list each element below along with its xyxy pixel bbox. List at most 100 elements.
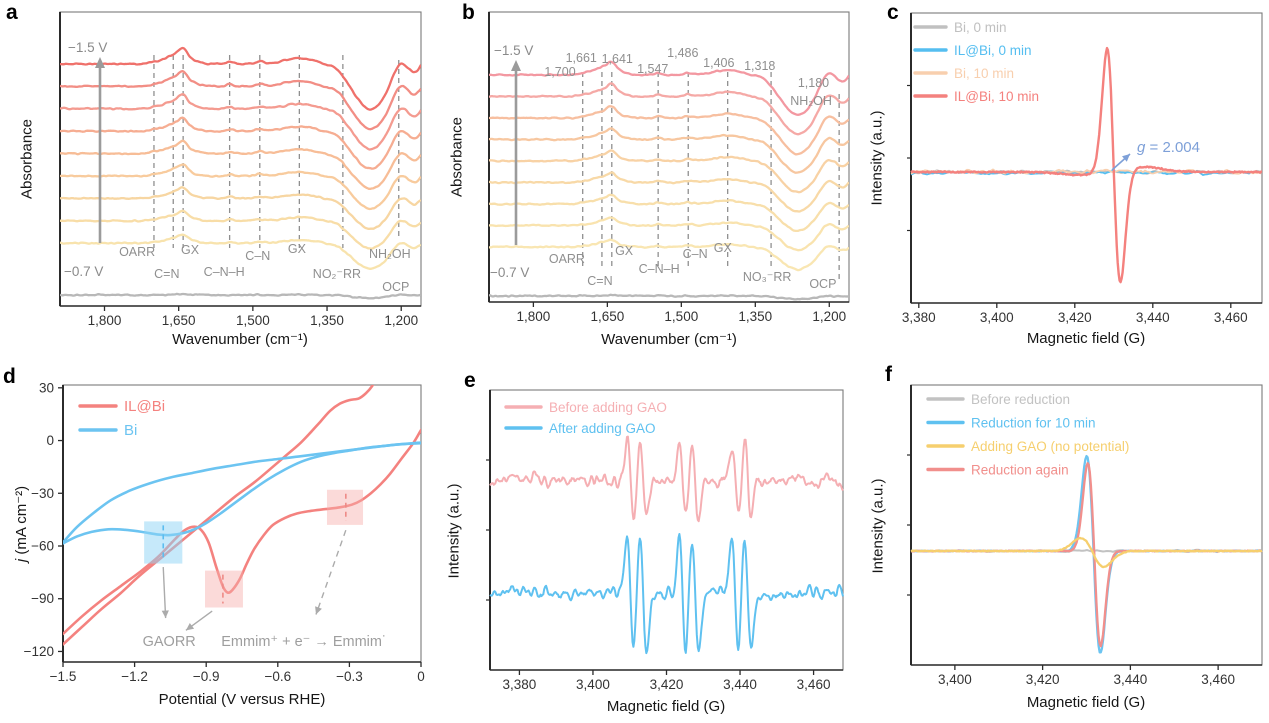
x-tick-label: 3,440 <box>1136 310 1170 325</box>
x-tick-label: 3,440 <box>723 677 757 692</box>
panel-letter: d <box>3 365 16 388</box>
annotation-arrow-head <box>161 610 169 619</box>
panel-letter: a <box>6 1 18 24</box>
band-label: GX <box>615 244 634 258</box>
series-IL@Bi anodic <box>63 385 375 646</box>
plot-frame <box>489 389 844 671</box>
y-title-text: Intensity (a.u.) <box>445 483 463 579</box>
panel-b: 1,800 1,650 1,500 1,350 1,200 OARR C=N GX C–N–H C… <box>430 0 860 340</box>
x-axis-title-d: Potential (V versus RHE) <box>158 691 326 708</box>
spectrum-−0.7 V <box>489 238 849 272</box>
x-tick-label: 1,200 <box>384 313 418 328</box>
band-label: C–N–H <box>204 265 245 279</box>
y-title-text: Absorbance <box>18 118 36 200</box>
spectrum-−0.9 V <box>60 186 421 231</box>
potential-top-label: −1.5 V <box>68 40 107 55</box>
spectrum-−0.8 V <box>489 216 849 252</box>
legend-label: Bi, 10 min <box>954 66 1014 81</box>
x-tick-label: 1,500 <box>236 313 270 328</box>
panel-e: 3,380 3,400 3,420 3,440 3,460 Before adding G… <box>430 363 860 723</box>
panel-letter: f <box>885 363 892 386</box>
signal-series <box>910 46 1263 284</box>
x-tick-label: 3,420 <box>650 677 684 692</box>
legend-label: Before adding GAO <box>549 400 667 415</box>
band-label: OCP <box>382 280 409 294</box>
x-axis-title-c: Magnetic field (G) <box>1026 330 1146 347</box>
x-tick-label: 3,400 <box>576 677 610 692</box>
x-tick-label: 3,460 <box>1201 672 1235 687</box>
plot-e: 3,380 3,400 3,420 3,440 3,460 Before adding G… <box>486 389 844 692</box>
x-tick-label: 0 <box>417 669 425 684</box>
potential-top-label: −1.5 V <box>494 43 533 58</box>
panel-d: −1.5 −1.2 −0.9 −0.6 −0.3 0 30 0 −30 −60 −90 −120 GAO… <box>0 363 430 723</box>
spectra <box>489 60 849 301</box>
spectra <box>60 46 421 300</box>
x-tick-label: 1,650 <box>590 309 624 324</box>
plot-d: −1.5 −1.2 −0.9 −0.6 −0.3 0 30 0 −30 −60 −90 −120 GAO… <box>24 380 425 684</box>
spectrum-−1.0 V <box>60 163 421 211</box>
x-tick-label: 1,350 <box>738 309 772 324</box>
x-tick-label: 3,440 <box>1113 672 1147 687</box>
x-tick-label: 3,380 <box>902 310 936 325</box>
spectrum-−1.1 V <box>489 149 849 194</box>
x-tick-label: 3,460 <box>1214 310 1248 325</box>
x-tick-label: 3,420 <box>1026 672 1060 687</box>
y-title-text: Intensity (a.u.) <box>868 110 886 206</box>
spectrum-−1.1 V <box>60 139 421 190</box>
y-axis-title-e: Intensity (a.u.) <box>446 483 463 578</box>
x-tick-label: 3,460 <box>797 677 831 692</box>
band-label: NO₂⁻RR <box>313 267 361 281</box>
potential-arrow-head <box>95 57 105 68</box>
spectrum-−1.3 V <box>60 93 421 151</box>
band-label: GX <box>714 241 733 255</box>
peak-label: 1,180 <box>798 76 829 90</box>
potential-arrow-head <box>511 60 521 71</box>
spectrum-−1.2 V <box>489 127 849 174</box>
y-tick-label: −30 <box>31 486 54 501</box>
legend-label: Reduction again <box>971 462 1069 477</box>
epr-trace <box>489 533 844 655</box>
legend-label: Reduction for 10 min <box>971 415 1096 430</box>
panel-letter: c <box>887 1 899 24</box>
spectrum-−0.9 V <box>489 193 849 233</box>
band-label: C=N <box>587 274 612 288</box>
x-tick-label: −0.6 <box>264 669 291 684</box>
plot-frame <box>59 11 422 307</box>
y-axis-title-d: j (mA cm⁻²) <box>12 486 30 562</box>
peak-label: 1,661 <box>566 51 597 65</box>
spectrum-−1.4 V <box>60 70 421 131</box>
band-label: OARR <box>549 252 585 266</box>
annotation-text: Emmim⁺ + e⁻ → Emmim˙ <box>221 634 387 650</box>
spectrum-OCP <box>489 293 849 301</box>
signal-Reduction for 10 min <box>910 454 1263 654</box>
spectrum-−1.0 V <box>489 171 849 213</box>
band-label: OCP <box>809 277 836 291</box>
y-title-text: Absorbance <box>448 116 466 198</box>
x-tick-label: −1.2 <box>121 669 148 684</box>
band-label: C–N–H <box>639 262 680 276</box>
highlight-box <box>205 570 243 608</box>
x-axis-title-a: Wavenumber (cm⁻¹) <box>172 331 308 348</box>
series-Bi anodic <box>63 441 421 545</box>
band-label: GX <box>288 242 307 256</box>
x-axis-title-f: Magnetic field (G) <box>1026 694 1146 711</box>
y-tick-label: −120 <box>24 644 54 659</box>
plot-f: 3,400 3,420 3,440 3,460 Before reduction Redu… <box>907 384 1263 687</box>
peak-label: 1,318 <box>744 59 775 73</box>
spectrum-−1.5 V <box>60 46 421 111</box>
band-label: NH₂OH <box>369 247 411 261</box>
potential-bottom-label: −0.7 V <box>490 265 529 280</box>
legend-label: Bi <box>124 422 137 439</box>
band-label: C–N <box>683 247 708 261</box>
spectrum-−1.2 V <box>60 116 421 170</box>
x-axis-title-e: Magnetic field (G) <box>606 698 726 715</box>
y-axis-title-b: Absorbance <box>449 117 466 197</box>
band-label: C=N <box>154 267 179 281</box>
x-tick-label: 1,200 <box>812 309 846 324</box>
panel-c: 3,380 3,400 3,420 3,440 3,460 Bi, 0 min IL@Bi,… <box>860 0 1269 340</box>
x-tick-label: −0.9 <box>193 669 220 684</box>
band-label: C–N <box>245 249 270 263</box>
band-label: GX <box>181 243 200 257</box>
